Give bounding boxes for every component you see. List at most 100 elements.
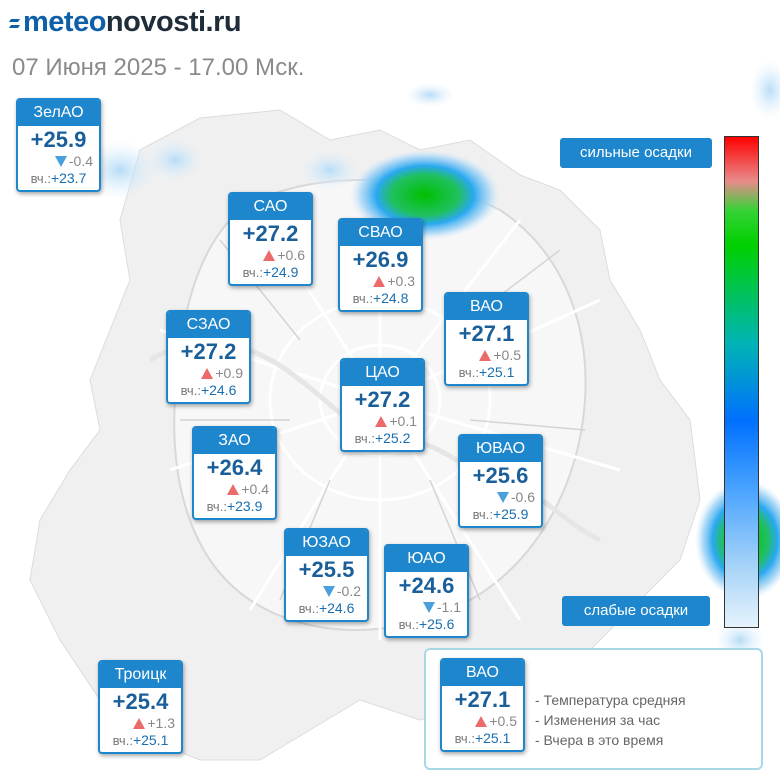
district-card-sao: САО +27.2 +0.6 вч.:+24.9 [228, 192, 313, 286]
trend-icon [375, 415, 388, 427]
yesterday-temperature: вч.:+23.9 [194, 497, 275, 516]
average-temperature: +27.1 [458, 321, 515, 346]
hourly-change: +0.5 [442, 713, 523, 729]
logo-text-blue: meteo [23, 6, 106, 38]
logo-text-dark: novosti.ru [105, 6, 242, 38]
legend-sample-card: ВАО +27.1 +0.5 вч.:+25.1 [440, 658, 525, 752]
yesterday-prefix: вч.: [398, 617, 419, 632]
trend-icon [133, 717, 146, 729]
legend-line-average: - Температура средняя [535, 692, 686, 708]
change-value: +0.4 [241, 481, 269, 497]
yesterday-prefix: вч.: [30, 171, 51, 186]
yesterday-temperature: вч.:+25.2 [342, 429, 423, 448]
legend-line-yesterday: - Вчера в это время [535, 732, 664, 748]
yesterday-value: +23.7 [50, 170, 87, 186]
yesterday-prefix: вч.: [206, 499, 227, 514]
hourly-change: -1.1 [386, 599, 467, 615]
yesterday-value: +25.9 [492, 506, 529, 522]
district-card-vao: ВАО +27.1 +0.5 вч.:+25.1 [444, 292, 529, 386]
precipitation-color-scale [724, 136, 759, 628]
trend-icon [479, 349, 492, 361]
hourly-change: +0.1 [342, 413, 423, 429]
change-value: +0.5 [493, 347, 521, 363]
yesterday-temperature: вч.:+23.7 [18, 169, 99, 188]
change-value: +1.3 [147, 715, 175, 731]
district-name: ЦАО [342, 360, 423, 386]
change-value: +0.1 [389, 413, 417, 429]
yesterday-value: +25.1 [132, 732, 169, 748]
light-precipitation-label: слабые осадки [562, 596, 710, 626]
heavy-precipitation-label: сильные осадки [560, 138, 712, 168]
average-temperature: +25.9 [30, 127, 87, 152]
average-temperature: +27.1 [454, 687, 511, 712]
hourly-change: +0.6 [230, 247, 311, 263]
legend-line-change: - Изменения за час [535, 712, 661, 728]
yesterday-value: +25.1 [474, 730, 511, 746]
hourly-change: -0.2 [286, 583, 367, 599]
site-logo[interactable]: meteo novosti.ru [10, 6, 242, 39]
yesterday-value: +24.6 [200, 382, 237, 398]
trend-icon [227, 483, 240, 495]
yesterday-temperature: вч.:+24.8 [340, 289, 421, 308]
hourly-change: +0.5 [446, 347, 527, 363]
average-temperature: +26.9 [352, 247, 409, 272]
date-time-subtitle: 07 Июня 2025 - 17.00 Мск. [12, 54, 305, 81]
average-temperature: +24.6 [398, 573, 455, 598]
change-value: -1.1 [436, 599, 461, 615]
trend-icon [475, 715, 488, 727]
average-temperature: +27.2 [354, 387, 411, 412]
yesterday-temperature: вч.:+25.6 [386, 615, 467, 634]
average-temperature: +26.4 [206, 455, 263, 480]
district-card-svao: СВАО +26.9 +0.3 вч.:+24.8 [338, 218, 423, 312]
district-name: Троицк [100, 662, 181, 688]
logo-mark-icon [10, 14, 19, 32]
trend-icon [373, 275, 386, 287]
yesterday-value: +24.9 [262, 264, 299, 280]
average-temperature: +25.4 [112, 689, 169, 714]
hourly-change: -0.4 [18, 153, 99, 169]
change-value: +0.6 [277, 247, 305, 263]
change-value: +0.9 [215, 365, 243, 381]
yesterday-prefix: вч.: [472, 507, 493, 522]
district-card-zelao: ЗелАО +25.9 -0.4 вч.:+23.7 [16, 98, 101, 192]
district-name: САО [230, 194, 311, 220]
yesterday-value: +25.6 [418, 616, 455, 632]
trend-icon [54, 155, 67, 167]
legend-explanations: - Температура средняя - Изменения за час… [535, 690, 686, 750]
district-card-yuzao: ЮЗАО +25.5 -0.2 вч.:+24.6 [284, 528, 369, 622]
district-card-szao: СЗАО +27.2 +0.9 вч.:+24.6 [166, 310, 251, 404]
average-temperature: +25.5 [298, 557, 355, 582]
district-name: ЗелАО [18, 100, 99, 126]
average-temperature: +25.6 [472, 463, 529, 488]
yesterday-temperature: вч.:+25.1 [442, 729, 523, 748]
trend-icon [496, 491, 509, 503]
district-name: ЮАО [386, 546, 467, 572]
yesterday-prefix: вч.: [352, 291, 373, 306]
trend-icon [322, 585, 335, 597]
yesterday-temperature: вч.:+25.1 [100, 731, 181, 750]
district-card-troitsk: Троицк +25.4 +1.3 вч.:+25.1 [98, 660, 183, 754]
hourly-change: +0.9 [168, 365, 249, 381]
yesterday-value: +23.9 [226, 498, 263, 514]
trend-icon [263, 249, 276, 261]
district-name: СЗАО [168, 312, 249, 338]
hourly-change: +0.3 [340, 273, 421, 289]
yesterday-temperature: вч.:+24.9 [230, 263, 311, 282]
change-value: +0.3 [387, 273, 415, 289]
change-value: -0.2 [336, 583, 361, 599]
yesterday-temperature: вч.:+25.1 [446, 363, 527, 382]
yesterday-value: +25.2 [374, 430, 411, 446]
yesterday-prefix: вч.: [180, 383, 201, 398]
change-value: -0.6 [510, 489, 535, 505]
yesterday-prefix: вч.: [298, 601, 319, 616]
district-card-cao: ЦАО +27.2 +0.1 вч.:+25.2 [340, 358, 425, 452]
yesterday-prefix: вч.: [112, 733, 133, 748]
average-temperature: +27.2 [180, 339, 237, 364]
district-card-yuao: ЮАО +24.6 -1.1 вч.:+25.6 [384, 544, 469, 638]
change-value: +0.5 [489, 713, 517, 729]
yesterday-value: +24.8 [372, 290, 409, 306]
average-temperature: +27.2 [242, 221, 299, 246]
district-name: ЮЗАО [286, 530, 367, 556]
district-card-zao: ЗАО +26.4 +0.4 вч.:+23.9 [192, 426, 277, 520]
district-name: ВАО [442, 660, 523, 686]
